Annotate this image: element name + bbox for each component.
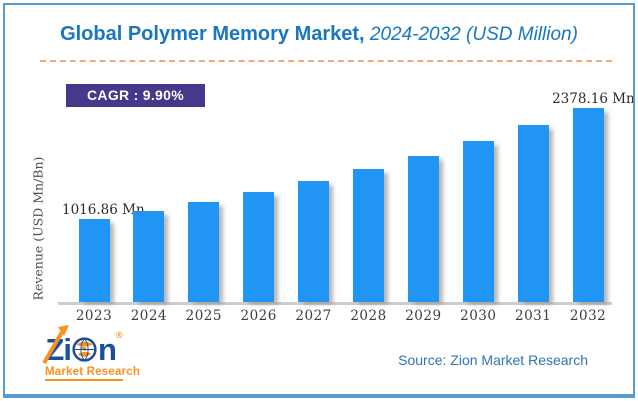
cagr-badge: CAGR : 9.90% [66,84,205,107]
x-tick-2031: 2031 [515,308,552,324]
x-axis-line [58,302,612,305]
logo-globe-icon [72,337,97,362]
zion-logo-subtitle: Market Research [45,366,140,381]
bar-2024 [133,211,165,302]
bar-2023 [78,219,110,302]
bar-value-label-2023: 1016.86 Mn [62,202,145,218]
x-tick-2030: 2030 [460,308,497,324]
x-tick-2024: 2024 [130,308,168,324]
registered-trademark-symbol: ® [115,330,123,340]
bar-2031 [517,125,549,302]
x-tick-2032: 2032 [569,308,607,324]
bar-2029 [407,156,439,302]
x-tick-2029: 2029 [405,308,442,324]
title-separator-dashed-rule [40,60,612,62]
source-text: Source: Zion Market Research [398,352,588,368]
bar-2032 [572,108,604,302]
x-tick-2025: 2025 [185,308,222,324]
x-tick-2027: 2027 [295,308,332,324]
chart-title-main: Global Polymer Memory Market, [60,23,365,45]
bar-2026 [243,192,275,302]
x-tick-2023: 2023 [75,308,113,324]
chart-title-subtitle: 2024-2032 (USD Million) [364,24,578,45]
x-tick-2026: 2026 [240,308,277,324]
logo-letter-i: i [63,332,72,367]
logo-letter-n: n [97,332,117,367]
logo-arrow-icon [42,325,69,365]
logo-letter-z: Z [45,332,64,367]
bar-2027 [298,181,330,302]
bar-value-label-2032: 2378.16 Mn [552,91,635,107]
y-axis-label: Revenue (USD Mn/Bn) [30,156,46,301]
chart-title: Global Polymer Memory Market, 2024-2032 … [0,23,638,46]
x-tick-2028: 2028 [350,308,387,324]
bar-2025 [188,202,220,302]
bar-2028 [353,169,384,302]
bar-2030 [462,141,494,302]
